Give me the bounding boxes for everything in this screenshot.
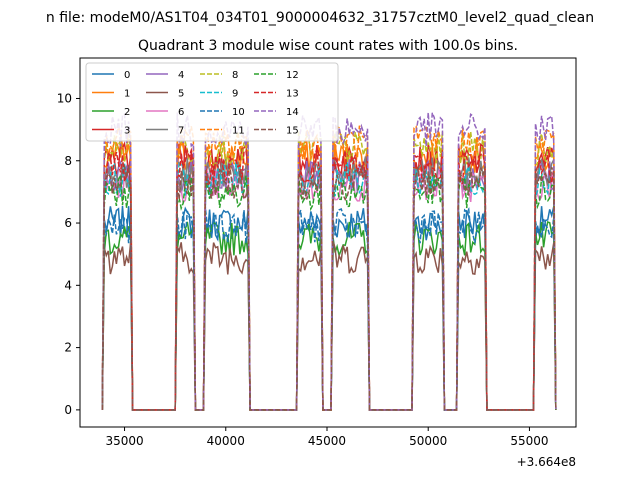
series-line-0 bbox=[101, 205, 557, 411]
legend-label-14: 14 bbox=[286, 107, 299, 118]
series-line-9 bbox=[101, 161, 557, 411]
series-line-7 bbox=[101, 156, 557, 411]
legend-label-12: 12 bbox=[286, 70, 299, 81]
chart-title: Quadrant 3 module wise count rates with … bbox=[138, 38, 518, 54]
legend-label-3: 3 bbox=[124, 126, 130, 137]
legend-label-1: 1 bbox=[124, 89, 130, 100]
y-tick-label: 4 bbox=[64, 278, 72, 292]
series-line-10 bbox=[101, 207, 557, 411]
series-line-4 bbox=[101, 158, 557, 411]
series-line-6 bbox=[101, 167, 557, 411]
legend-label-7: 7 bbox=[178, 126, 184, 137]
series-line-15 bbox=[101, 163, 557, 411]
series-line-11 bbox=[101, 125, 557, 411]
x-tick-label: 45000 bbox=[308, 434, 346, 448]
series-line-14 bbox=[101, 112, 557, 411]
chart-suptitle: n file: modeM0/AS1T04_034T01_9000004632_… bbox=[46, 10, 594, 26]
y-tick-label: 10 bbox=[57, 91, 72, 105]
legend-label-11: 11 bbox=[232, 126, 245, 137]
series-line-2 bbox=[101, 221, 557, 411]
legend-label-0: 0 bbox=[124, 70, 130, 81]
series-layer bbox=[101, 112, 557, 411]
series-line-8 bbox=[101, 131, 557, 411]
series-line-1 bbox=[101, 140, 557, 411]
legend-label-6: 6 bbox=[178, 107, 184, 118]
y-tick-label: 8 bbox=[64, 154, 72, 168]
series-line-13 bbox=[101, 147, 557, 411]
x-tick-label: 50000 bbox=[409, 434, 447, 448]
legend-label-9: 9 bbox=[232, 89, 238, 100]
plot-frame bbox=[79, 57, 577, 428]
legend-label-4: 4 bbox=[178, 70, 184, 81]
x-tick-label: 40000 bbox=[207, 434, 245, 448]
legend-label-15: 15 bbox=[286, 126, 299, 137]
x-offset-text: +3.664e8 bbox=[517, 455, 576, 469]
y-tick-label: 6 bbox=[64, 216, 72, 230]
legend-label-5: 5 bbox=[178, 89, 184, 100]
legend-label-10: 10 bbox=[232, 107, 245, 118]
y-tick-label: 2 bbox=[64, 341, 72, 355]
y-tick-label: 0 bbox=[64, 403, 72, 417]
series-line-3 bbox=[101, 141, 557, 411]
legend-label-13: 13 bbox=[286, 89, 299, 100]
y-axis: 0 2 4 6 8 10 bbox=[57, 91, 80, 417]
series-line-12 bbox=[101, 172, 557, 411]
legend-box bbox=[85, 62, 339, 142]
series-line-5 bbox=[101, 241, 557, 411]
x-tick-label: 55000 bbox=[510, 434, 548, 448]
x-axis: 35000 40000 45000 50000 55000 bbox=[105, 427, 549, 448]
x-tick-label: 35000 bbox=[105, 434, 143, 448]
legend-label-8: 8 bbox=[232, 70, 238, 81]
legend-label-2: 2 bbox=[124, 107, 130, 118]
